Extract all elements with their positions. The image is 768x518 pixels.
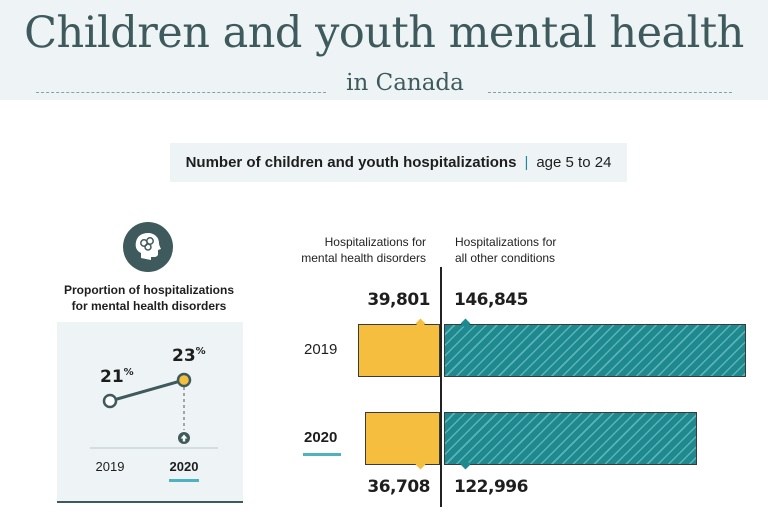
other-conditions-value-2019: 146,845 (454, 290, 528, 310)
proportion-title-line2: for mental health disorders (71, 299, 227, 313)
proportion-title-line1: Proportion of hospitalizations (64, 283, 234, 297)
mental-health-value-2020: 36,708 (367, 477, 430, 497)
proportion-panel-bottom-rule (57, 501, 243, 503)
bar-year-highlight-underline (303, 452, 341, 456)
brain-head-icon (123, 222, 173, 272)
mental-header-line2: mental health disorders (301, 251, 426, 265)
bar-chart-center-axis (440, 267, 442, 507)
other-conditions-value-2020: 122,996 (454, 477, 528, 497)
mental-health-bar-2019 (358, 324, 440, 377)
bar-year-label-2019: 2019 (304, 340, 338, 358)
section-separator: | (524, 154, 529, 171)
title-divider-left (36, 92, 326, 93)
bar-year-label-2020: 2020 (304, 428, 338, 446)
header-band (0, 0, 768, 100)
section-title: Number of children and youth hospitaliza… (185, 154, 517, 171)
other-header-line2: all other conditions (455, 251, 556, 265)
other-conditions-bar-2020 (444, 412, 697, 465)
other-conditions-bar-2019 (444, 324, 746, 377)
page-subtitle: in Canada (346, 70, 464, 96)
proportion-title: Proportion of hospitalizations for menta… (55, 282, 243, 314)
mental-header-line1: Hospitalizations for (324, 235, 426, 249)
other-header-line1: Hospitalizations for (455, 235, 557, 249)
section-header: Number of children and youth hospitaliza… (170, 143, 627, 182)
mental-health-bar-2020 (364, 412, 440, 465)
title-divider-right (488, 92, 732, 93)
section-age-range: age 5 to 24 (536, 154, 612, 171)
mental-health-value-2019: 39,801 (367, 290, 430, 310)
other-conditions-column-header: Hospitalizations for all other condition… (455, 234, 615, 266)
page-title: Children and youth mental health (24, 8, 744, 58)
mental-health-column-header: Hospitalizations for mental health disor… (290, 234, 426, 266)
proportion-panel (57, 322, 243, 502)
